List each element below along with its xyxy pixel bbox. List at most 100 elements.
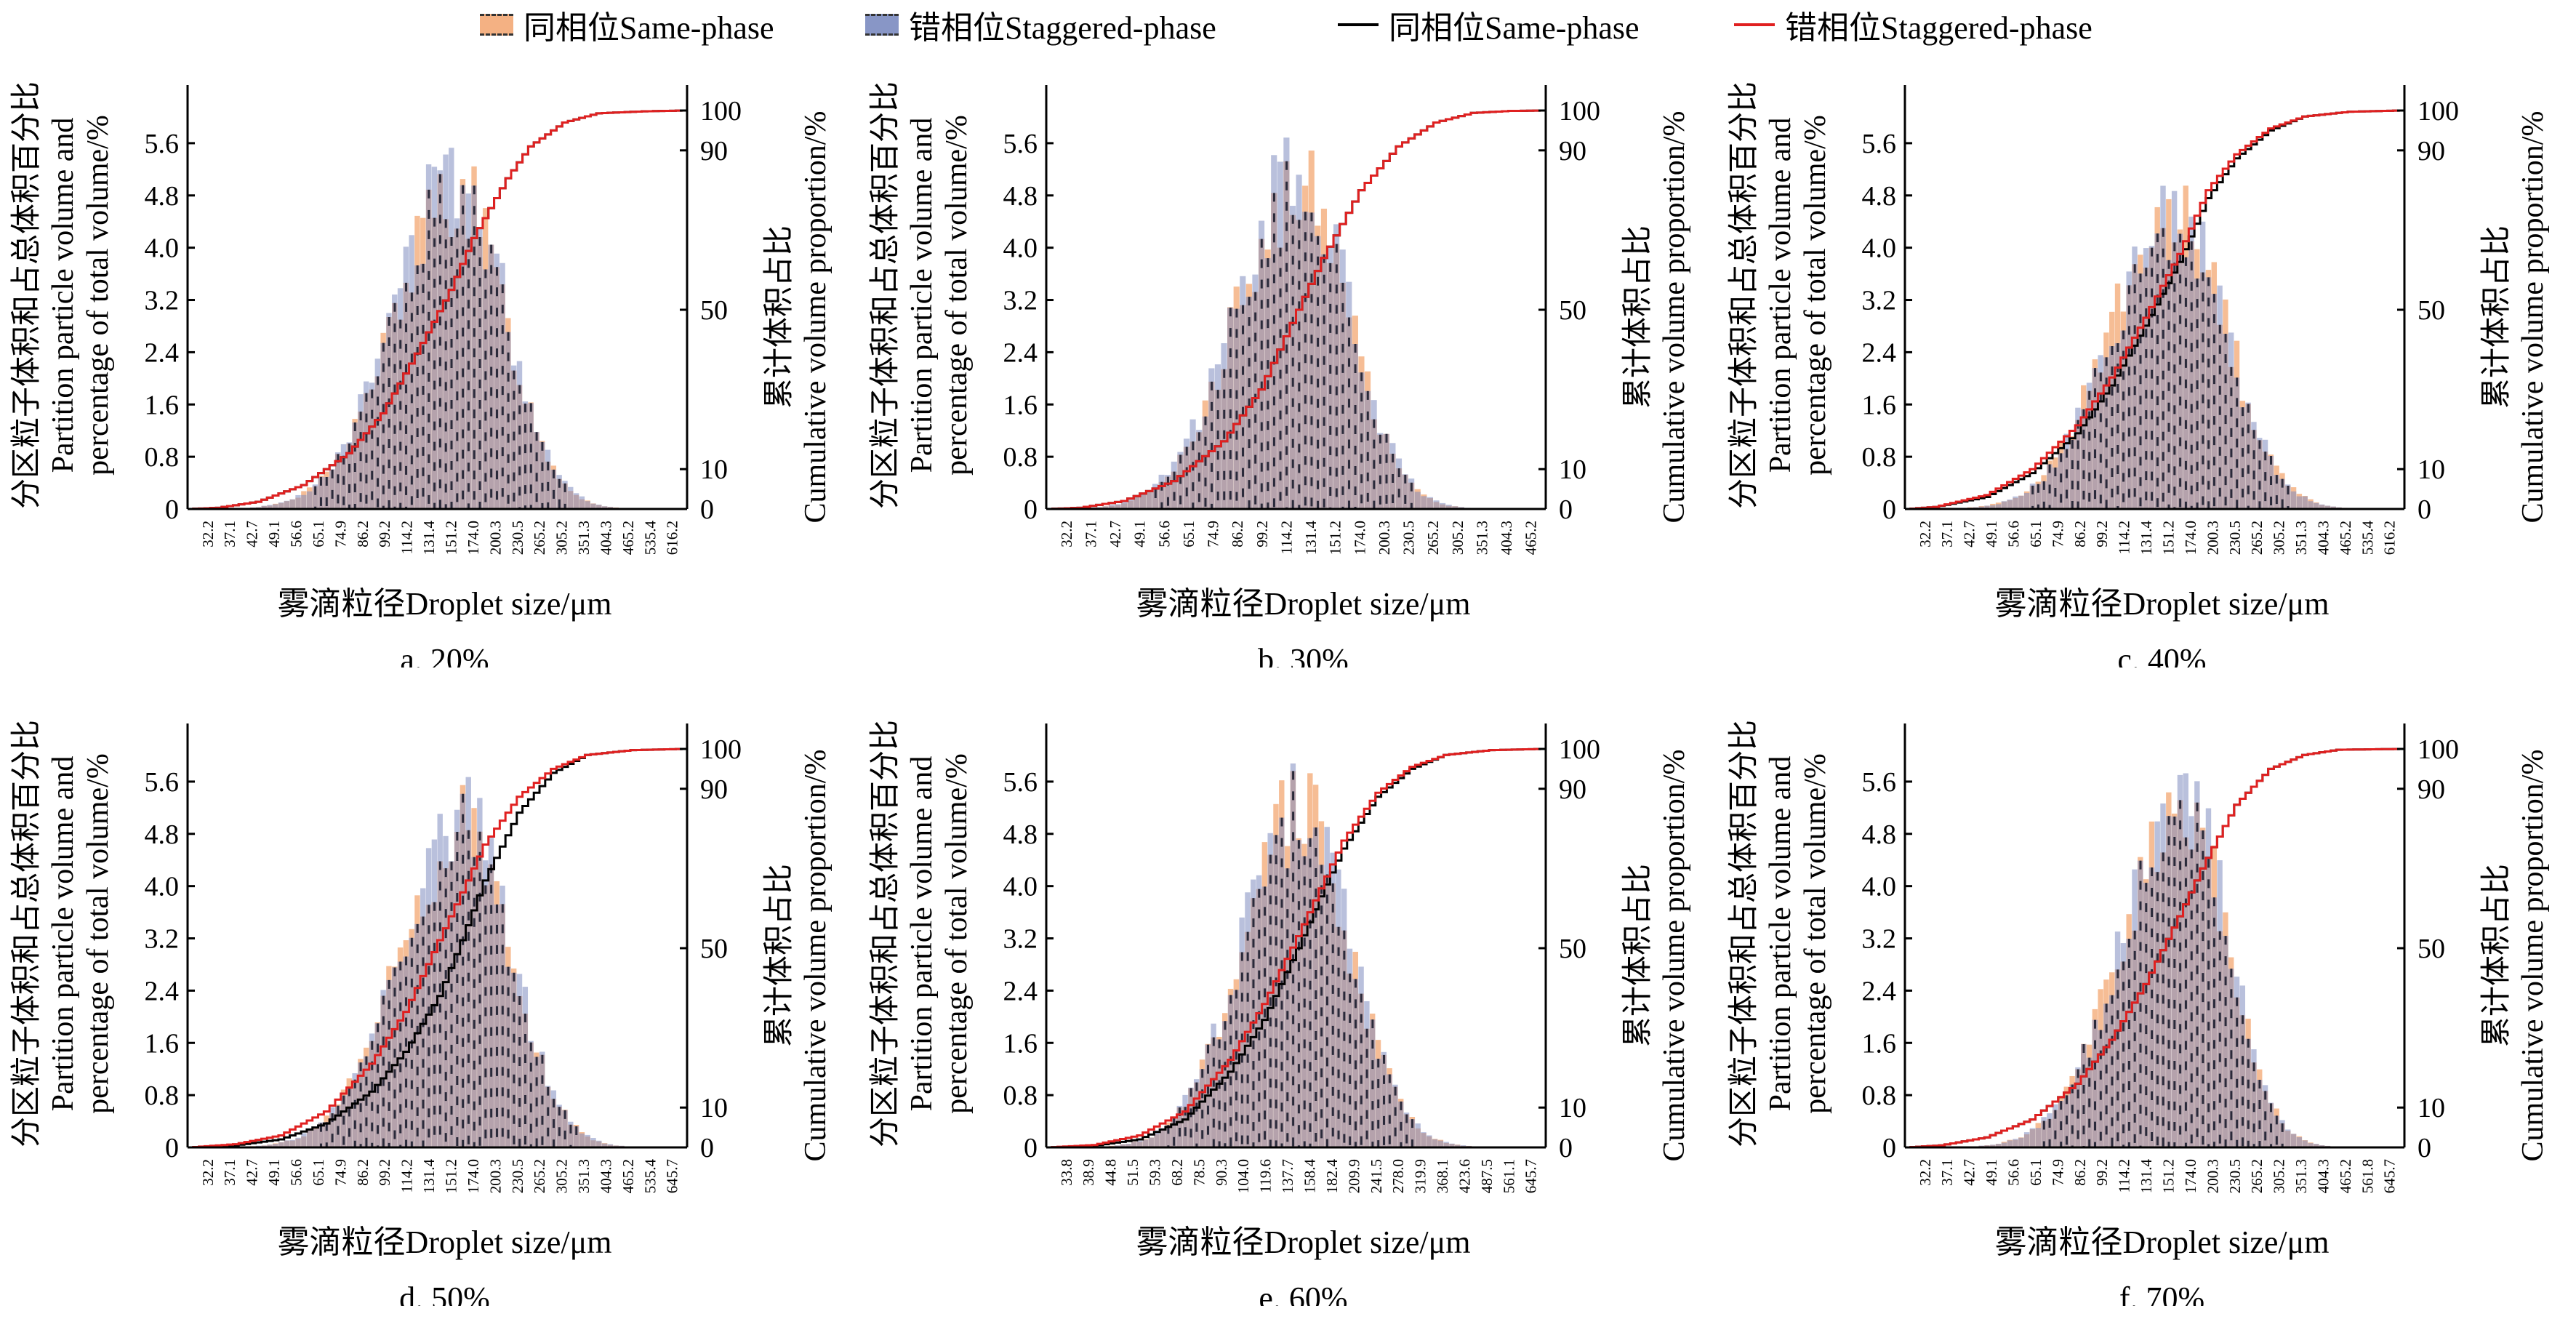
bar-staggered-phase [278, 1142, 284, 1147]
bar-staggered-phase [477, 798, 483, 1147]
bar-staggered-phase [2296, 496, 2303, 509]
x-tick-label: 74.9 [332, 521, 349, 548]
bar-staggered-phase [409, 235, 414, 509]
x-tick-label: 32.2 [199, 521, 217, 548]
bar-staggered-phase [1216, 1039, 1222, 1147]
bar-staggered-phase [1990, 1144, 1996, 1147]
y-axis-label-line: Partition particle volume and [905, 118, 939, 473]
x-tick-label: 465.2 [619, 521, 637, 555]
x-tick-label: 305.2 [553, 1159, 571, 1193]
x-tick-label: 74.9 [1205, 521, 1222, 548]
chart-panel-b: 0 0.8 1.6 2.4 3.2 4.0 4.8 5.6 0 10 50 90 100 32.2 37.1… [859, 29, 1717, 697]
x-tick-label: 65.1 [1180, 521, 1197, 548]
y2-axis-label-line: Cumulative volume proportion/% [2516, 111, 2550, 524]
x-tick-label: 465.2 [619, 1159, 637, 1193]
bar-staggered-phase [2251, 422, 2257, 509]
bar-staggered-phase [2245, 1038, 2251, 1147]
y2-tick-label: 10 [2417, 454, 2445, 485]
bar-staggered-phase [1433, 500, 1440, 509]
bar-staggered-phase [1126, 1143, 1131, 1147]
legend-line-black [1338, 23, 1379, 26]
y-tick-label: 4.0 [1003, 233, 1038, 264]
bar-staggered-phase [312, 1128, 318, 1147]
bar-staggered-phase [301, 1133, 307, 1147]
bar-staggered-phase [1273, 835, 1279, 1147]
x-tick-label: 74.9 [2049, 1159, 2066, 1186]
bar-staggered-phase [2308, 1143, 2314, 1147]
bar-staggered-phase [1452, 506, 1458, 509]
bar-staggered-phase [2285, 484, 2291, 509]
bar-staggered-phase [1445, 505, 1452, 509]
x-tick-label: 230.5 [2226, 1159, 2244, 1193]
bar-staggered-phase [2047, 1113, 2053, 1147]
bar-staggered-phase [1318, 865, 1325, 1147]
x-tick-label: 104.0 [1235, 1159, 1252, 1193]
x-tick-label: 616.2 [664, 521, 681, 555]
bar-staggered-phase [1127, 500, 1133, 509]
bar-staggered-phase [2324, 505, 2331, 509]
chart-panel-c: 0 0.8 1.6 2.4 3.2 4.0 4.8 5.6 0 10 50 90 100 32.2 37.1… [1717, 29, 2576, 697]
x-tick-label: 59.3 [1147, 1159, 1164, 1186]
x-tick-label: 114.2 [2116, 521, 2133, 554]
bar-staggered-phase [1327, 247, 1333, 509]
y2-axis-label-line: 累计体积占比 [1621, 864, 1655, 1047]
y2-axis-label-line: 累计体积占比 [2480, 864, 2513, 1047]
histogram-bars [1962, 185, 2348, 509]
x-tick-label: 404.3 [2314, 1159, 2332, 1193]
y2-tick-label: 0 [2417, 494, 2431, 525]
x-tick-label: 56.6 [288, 521, 305, 548]
panel-caption: b. 30% [1258, 642, 1349, 668]
bar-staggered-phase [2035, 1128, 2041, 1147]
x-tick-label: 42.7 [1961, 1159, 1978, 1186]
y2-tick-label: 100 [700, 734, 742, 765]
bar-staggered-phase [2154, 233, 2160, 509]
x-tick-label: 174.0 [465, 521, 482, 555]
bar-staggered-phase [1307, 838, 1313, 1147]
x-tick-label: 182.4 [1323, 1159, 1341, 1194]
y-tick-label: 4.8 [145, 819, 180, 850]
y-tick-label: 0 [1882, 494, 1896, 525]
bar-staggered-phase [2138, 273, 2143, 509]
bar-staggered-phase [2023, 492, 2030, 509]
x-tick-label: 561.8 [2359, 1159, 2376, 1193]
bar-staggered-phase [1196, 430, 1203, 509]
y2-tick-label: 50 [700, 934, 728, 964]
bar-staggered-phase [312, 484, 318, 509]
bar-staggered-phase [1102, 506, 1109, 509]
y-tick-label: 5.6 [1003, 767, 1038, 798]
x-tick-label: 200.3 [2204, 1159, 2221, 1193]
bar-staggered-phase [1395, 458, 1403, 509]
x-tick-label: 49.1 [1131, 521, 1149, 548]
bar-staggered-phase [2251, 1049, 2257, 1147]
bar-staggered-phase [267, 1144, 273, 1147]
x-tick-label: 42.7 [244, 521, 261, 548]
y2-axis-label-line: 累计体积占比 [763, 864, 796, 1047]
histogram-bars [249, 777, 625, 1147]
bar-staggered-phase [2257, 438, 2263, 509]
y-axis-label-line: Partition particle volume and [905, 756, 939, 1112]
bar-staggered-phase [1251, 879, 1256, 1147]
bar-staggered-phase [465, 777, 471, 1147]
y-tick-label: 2.4 [1003, 337, 1038, 368]
y-tick-label: 5.6 [145, 767, 180, 798]
y-tick-label: 2.4 [1862, 337, 1897, 368]
x-tick-label: 99.2 [2093, 521, 2111, 548]
bar-staggered-phase [550, 1090, 557, 1147]
chart-svg: 0 0.8 1.6 2.4 3.2 4.0 4.8 5.6 0 10 50 90 100 32.2 37.1… [10, 720, 832, 1306]
x-axis-label: 雾滴粒径Droplet size/μm [278, 586, 612, 622]
y2-tick-label: 50 [2417, 295, 2445, 326]
bar-staggered-phase [437, 814, 443, 1147]
bar-staggered-phase [346, 442, 353, 509]
bar-staggered-phase [505, 966, 511, 1147]
x-tick-label: 351.3 [575, 521, 593, 555]
x-tick-label: 99.2 [376, 521, 393, 548]
y-tick-label: 0.8 [1862, 442, 1897, 473]
x-tick-label: 114.2 [1277, 521, 1295, 554]
bar-staggered-phase [324, 1122, 329, 1147]
bar-staggered-phase [579, 1133, 585, 1147]
bar-staggered-phase [1995, 1144, 2002, 1147]
y-tick-label: 0.8 [1003, 1081, 1038, 1111]
bar-staggered-phase [1995, 504, 2002, 509]
y2-axis-label-line: Cumulative volume proportion/% [799, 111, 832, 524]
bar-staggered-phase [2330, 506, 2336, 509]
